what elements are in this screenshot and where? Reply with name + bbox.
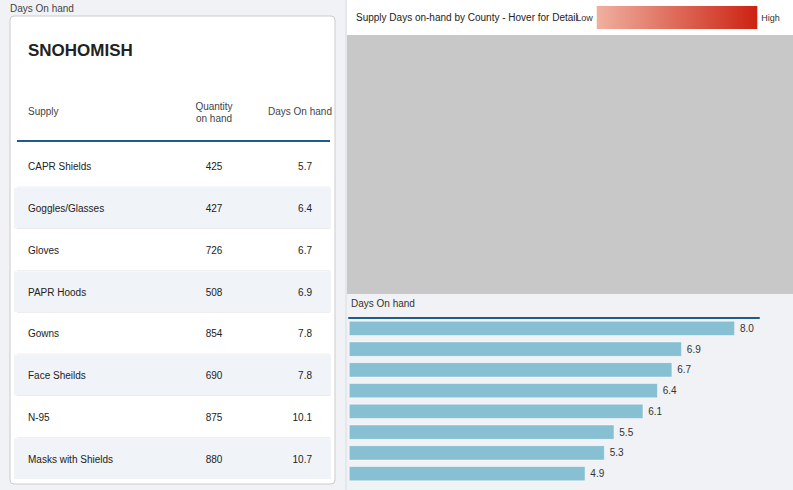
svg-text:on hand: on hand [196,113,232,124]
svg-text:10.1: 10.1 [293,412,313,423]
svg-text:5.5: 5.5 [619,427,633,438]
svg-text:5.7: 5.7 [298,161,312,172]
svg-text:6.4: 6.4 [663,385,677,396]
svg-text:Gloves: Gloves [28,245,59,256]
svg-text:6.9: 6.9 [298,287,312,298]
svg-text:High: High [761,13,780,23]
svg-text:Supply Days on-hand by County: Supply Days on-hand by County - Hover fo… [356,12,578,23]
svg-text:Days On hand: Days On hand [351,298,415,309]
svg-text:PAPR Hoods: PAPR Hoods [28,287,86,298]
svg-text:726: 726 [206,245,223,256]
svg-text:425: 425 [206,161,223,172]
svg-text:427: 427 [206,203,223,214]
svg-text:Days On hand: Days On hand [268,106,332,117]
svg-text:8.0: 8.0 [740,323,754,334]
svg-text:N-95: N-95 [28,412,50,423]
svg-text:Quantity: Quantity [195,101,232,112]
svg-text:880: 880 [206,454,223,465]
svg-text:854: 854 [206,328,223,339]
svg-text:6.4: 6.4 [298,203,312,214]
svg-text:6.7: 6.7 [677,364,691,375]
svg-text:5.3: 5.3 [610,447,624,458]
svg-text:6.7: 6.7 [298,245,312,256]
svg-text:Face Sheilds: Face Sheilds [28,370,86,381]
svg-text:SNOHOMISH: SNOHOMISH [28,41,133,60]
svg-text:Days On hand: Days On hand [10,3,74,14]
svg-text:6.1: 6.1 [648,406,662,417]
svg-text:10.7: 10.7 [293,454,313,465]
svg-text:690: 690 [206,370,223,381]
svg-text:Goggles/Glasses: Goggles/Glasses [28,203,104,214]
svg-text:Masks with Shields: Masks with Shields [28,454,113,465]
svg-text:7.8: 7.8 [298,328,312,339]
svg-text:Supply: Supply [28,106,59,117]
svg-text:Low: Low [576,13,593,23]
svg-text:CAPR Shields: CAPR Shields [28,161,91,172]
svg-text:7.8: 7.8 [298,370,312,381]
svg-text:4.9: 4.9 [590,468,604,479]
svg-text:508: 508 [206,287,223,298]
svg-text:6.9: 6.9 [687,344,701,355]
svg-text:Gowns: Gowns [28,328,59,339]
svg-text:875: 875 [206,412,223,423]
